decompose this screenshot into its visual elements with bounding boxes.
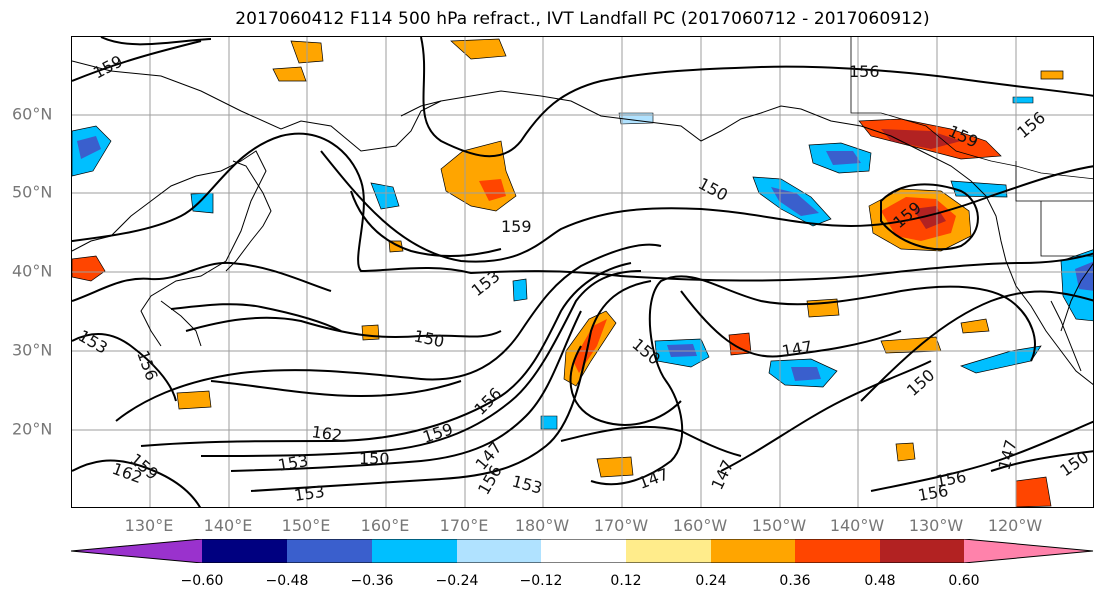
lat-label-20n: 20°N [12,419,53,439]
contour-label: 147 [780,337,813,361]
colorbar-segment [287,539,372,563]
contour-label: 150 [359,449,390,468]
colorbar-tick: −0.12 [519,573,563,589]
anomaly-positive [1040,70,1064,80]
colorbar-segment [541,539,626,563]
contour-label: 153 [75,326,111,358]
lon-label-120w: 120°W [987,516,1043,535]
lon-label-160e: 160°E [360,516,410,535]
colorbar-tick: −0.36 [350,573,394,589]
contour-label: 156 [470,384,505,419]
lon-label-150w: 150°W [751,516,807,535]
lon-label-170w: 170°W [593,516,649,535]
anomaly-negative [791,367,821,381]
anomaly-negative [960,345,1042,374]
contour-label: 150 [628,335,664,369]
contour-label: 153 [293,482,326,505]
anomaly-positive [440,140,517,212]
anomaly-positive [479,179,506,201]
map-title: 2017060412 F114 500 hPa refract., IVT La… [235,9,930,29]
colorbar-segment [457,539,541,563]
contour-label: 159 [420,419,455,447]
contour-label: 147 [636,464,671,492]
lon-label-140w: 140°W [829,516,885,535]
colorbar-segment [711,539,795,563]
contour-label: 153 [276,451,309,475]
anomaly-positive [960,318,990,334]
contour-label: 162 [310,422,343,445]
anomaly-negative [190,192,214,214]
contour-label: 147 [707,457,737,493]
anomaly-negative [77,136,101,159]
lon-label-130w: 130°W [908,516,964,535]
colorbar-tick: −0.48 [265,573,309,589]
colorbar-tick: 0.36 [779,573,811,589]
anomaly-positive [361,324,380,341]
colorbar-tick: −0.24 [435,573,479,589]
lon-label-180w: 180°W [514,516,570,535]
lon-label-150e: 150°E [281,516,331,535]
lon-label-160w: 160°W [672,516,728,535]
height-contours [72,37,1093,507]
map-svg: 159 156 159 156 159 159 153 150 153 156 … [72,37,1094,507]
anomaly-positive [596,456,634,478]
anomaly-positive [881,129,961,149]
graticule [72,37,1093,507]
anomaly-positive [72,255,106,282]
colorbar-tick: 0.60 [948,573,980,589]
colorbar-segment [202,539,287,563]
anomaly-negative [540,415,558,430]
colorbar-tick: 0.12 [610,573,642,589]
political-borders [850,37,1093,257]
anomaly-positive [272,66,307,82]
lat-label-50n: 50°N [12,182,53,202]
anomaly-negative [1012,96,1034,104]
contour-label: 156 [1013,108,1049,142]
map-panel: 159 156 159 156 159 159 153 150 153 156 … [71,36,1094,508]
colorbar-segment [880,539,964,563]
contour-label: 147 [995,438,1021,472]
anomaly-positive [1015,476,1052,507]
lon-label-140e: 140°E [203,516,253,535]
contour-label: 153 [510,472,544,498]
colorbar-tick: 0.48 [864,573,896,589]
anomaly-positive [176,390,212,410]
colorbar-segment [795,539,880,563]
contour-label: 156 [133,348,161,383]
contour-label: 153 [1067,37,1094,41]
colorbar-segment [372,539,457,563]
contour-label: 150 [412,326,446,351]
anomaly-positive [895,442,916,462]
lon-label-130e: 130°E [124,516,174,535]
colorbar-segment [626,539,711,563]
lon-label-170e: 170°E [439,516,489,535]
anomaly-negative [771,187,819,216]
colorbar-tick: 0.24 [695,573,727,589]
contour-label: 159 [90,51,126,82]
anomaly-negative [370,182,400,210]
contour-label: 156 [849,62,880,81]
contour-label: 159 [501,217,532,236]
lat-label-60n: 60°N [12,104,53,124]
colorbar-extend-high [964,539,1093,563]
colorbar-extend-low [71,539,202,563]
anomaly-positive [573,319,607,373]
contour-label: 156 [934,467,967,491]
colorbar-tick: −0.60 [180,573,224,589]
anomaly-negative [826,151,861,165]
lat-label-30n: 30°N [12,340,53,360]
colorbar [71,539,1094,563]
lat-label-40n: 40°N [12,261,53,281]
anomaly-positive [913,206,946,229]
anomaly-negative [512,278,528,302]
anomaly-positive [450,38,507,60]
